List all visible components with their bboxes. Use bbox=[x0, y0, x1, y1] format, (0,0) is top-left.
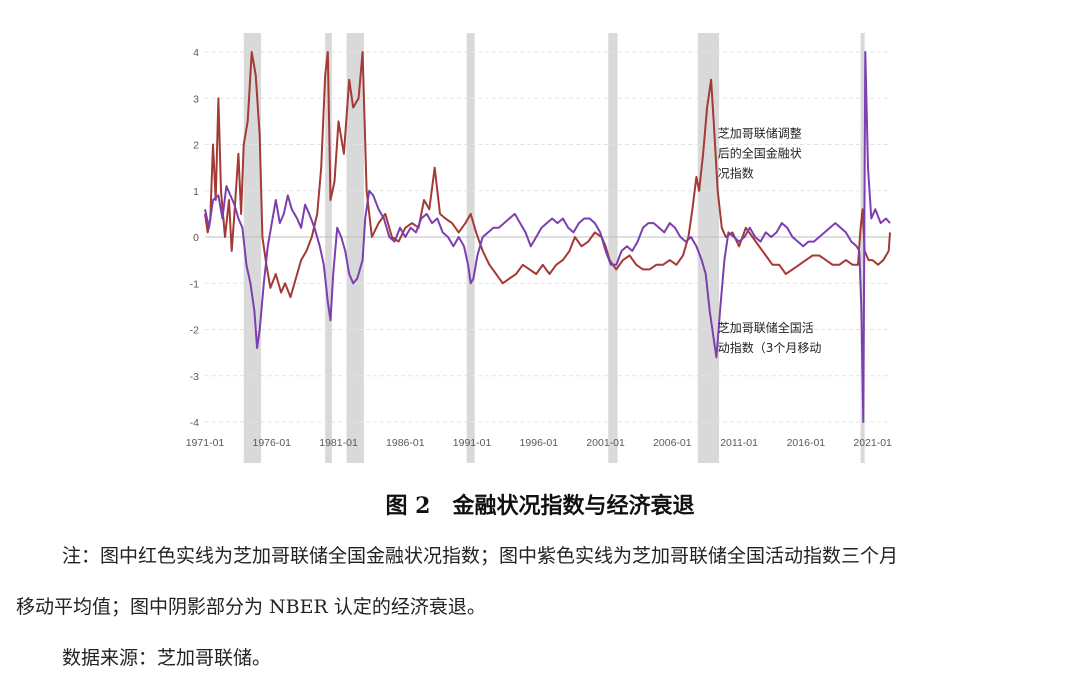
y-tick-label: 1 bbox=[193, 186, 199, 198]
recession-band bbox=[860, 33, 865, 463]
y-tick-label: 0 bbox=[193, 232, 199, 244]
note-line-2: 移动平均值；图中阴影部分为 NBER 认定的经济衰退。 bbox=[16, 596, 486, 618]
source-note: 数据来源：芝加哥联储。 bbox=[62, 647, 272, 669]
chart: 4 3 2 1 0 -1 -2 -3 -4 1971-01 1976-01 1981-01 1986-… bbox=[186, 33, 892, 463]
annotation-line: 后的全国金融状 bbox=[718, 146, 802, 161]
recession-shading bbox=[243, 33, 865, 463]
recession-band bbox=[466, 33, 475, 463]
y-tick-label: -4 bbox=[190, 417, 199, 429]
recession-band bbox=[608, 33, 618, 463]
recession-band bbox=[346, 33, 364, 463]
x-tick-label: 2016-01 bbox=[787, 437, 826, 449]
annotation-line: 芝加哥联储全国活 bbox=[718, 320, 814, 335]
y-axis-labels: 4 3 2 1 0 -1 -2 -3 -4 bbox=[190, 47, 200, 429]
gridlines bbox=[205, 51, 890, 423]
x-tick-label: 1976-01 bbox=[252, 437, 291, 449]
annotation-line: 动指数（3个月移动 bbox=[718, 340, 822, 355]
recession-band bbox=[325, 33, 332, 463]
x-tick-label: 2011-01 bbox=[720, 437, 758, 449]
figure-caption: 图 2 金融状况指数与经济衰退 bbox=[385, 493, 695, 519]
annotation-line: 况指数 bbox=[718, 166, 754, 181]
financial-conditions-line bbox=[204, 51, 891, 299]
x-tick-label: 2006-01 bbox=[653, 437, 692, 449]
activity-index-line bbox=[204, 51, 891, 423]
x-tick-label: 1971-01 bbox=[186, 437, 225, 449]
series-lines bbox=[204, 51, 891, 423]
annotation-line: 芝加哥联储调整 bbox=[718, 126, 802, 141]
x-axis-labels: 1971-01 1976-01 1981-01 1986-01 1991-01 1996-… bbox=[186, 437, 892, 449]
y-tick-label: -3 bbox=[190, 371, 199, 383]
recession-band bbox=[243, 33, 262, 463]
x-tick-label: 1986-01 bbox=[386, 437, 425, 449]
x-tick-label: 2021-01 bbox=[853, 437, 892, 449]
x-tick-label: 1996-01 bbox=[520, 437, 559, 449]
y-tick-label: -1 bbox=[190, 278, 199, 290]
y-tick-label: 4 bbox=[193, 47, 199, 59]
y-tick-label: 3 bbox=[193, 93, 199, 105]
y-tick-label: 2 bbox=[193, 140, 199, 152]
y-tick-label: -2 bbox=[190, 325, 199, 337]
recession-band bbox=[697, 33, 720, 463]
x-tick-label: 1981-01 bbox=[319, 437, 358, 449]
x-tick-label: 2001-01 bbox=[586, 437, 625, 449]
note-line-1: 注：图中红色实线为芝加哥联储全国金融状况指数；图中紫色实线为芝加哥联储全国活动指… bbox=[62, 545, 899, 567]
x-tick-label: 1991-01 bbox=[453, 437, 492, 449]
